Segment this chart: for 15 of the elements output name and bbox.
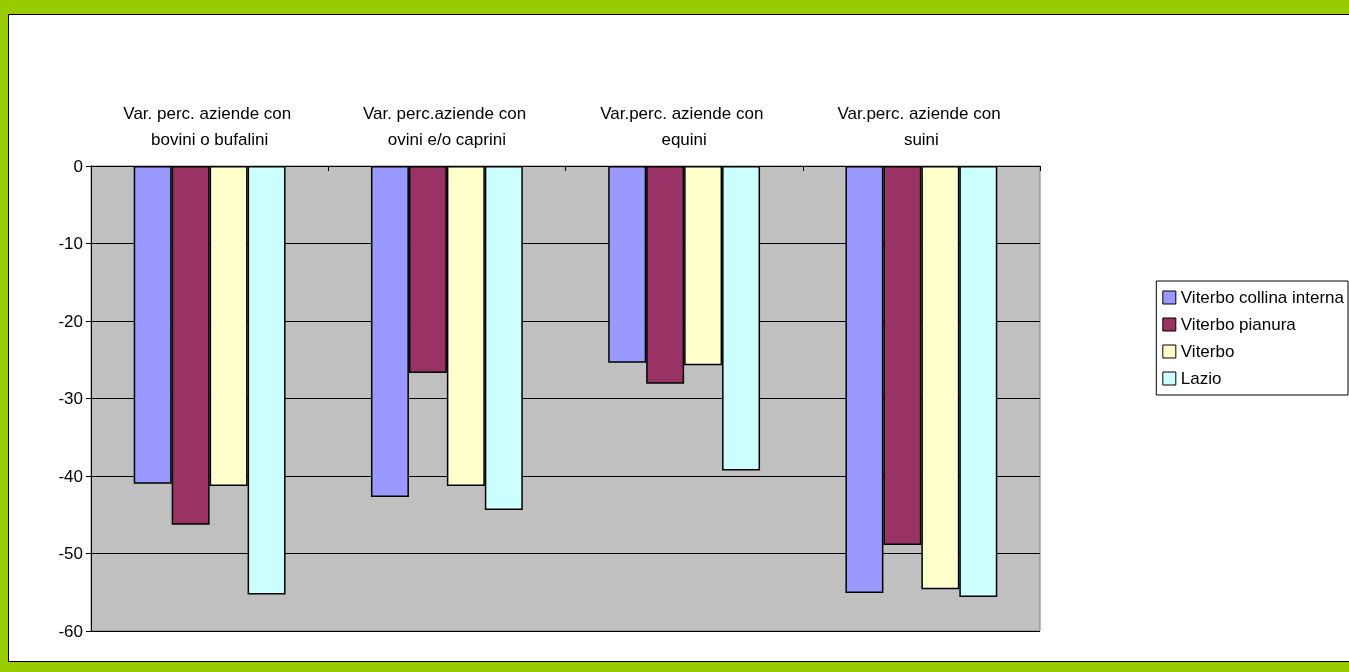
y-tick-label: 0 <box>73 156 83 176</box>
x-tick-label: Var.perc. aziende con suini <box>837 103 1006 149</box>
y-tick-label: -40 <box>58 466 83 486</box>
y-tick-label: -20 <box>58 311 83 331</box>
y-tick-label: -10 <box>58 234 83 253</box>
legend-label: Viterbo pianura <box>1180 315 1297 334</box>
y-tick-label: -50 <box>58 544 83 563</box>
x-tick-label: Var. perc. aziende con bovini o bufalini <box>123 103 296 149</box>
x-tick-label: Var.perc. aziende con equini <box>600 103 769 149</box>
x-tick-label: Var. perc.aziende con ovini e/o caprini <box>362 103 531 149</box>
legend-label: Lazio <box>1180 369 1222 388</box>
y-tick-label: -60 <box>58 621 83 641</box>
legend-label: Viterbo collina interna <box>1180 288 1345 307</box>
y-tick-label: -30 <box>58 389 83 408</box>
legend-label: Viterbo <box>1180 342 1235 361</box>
